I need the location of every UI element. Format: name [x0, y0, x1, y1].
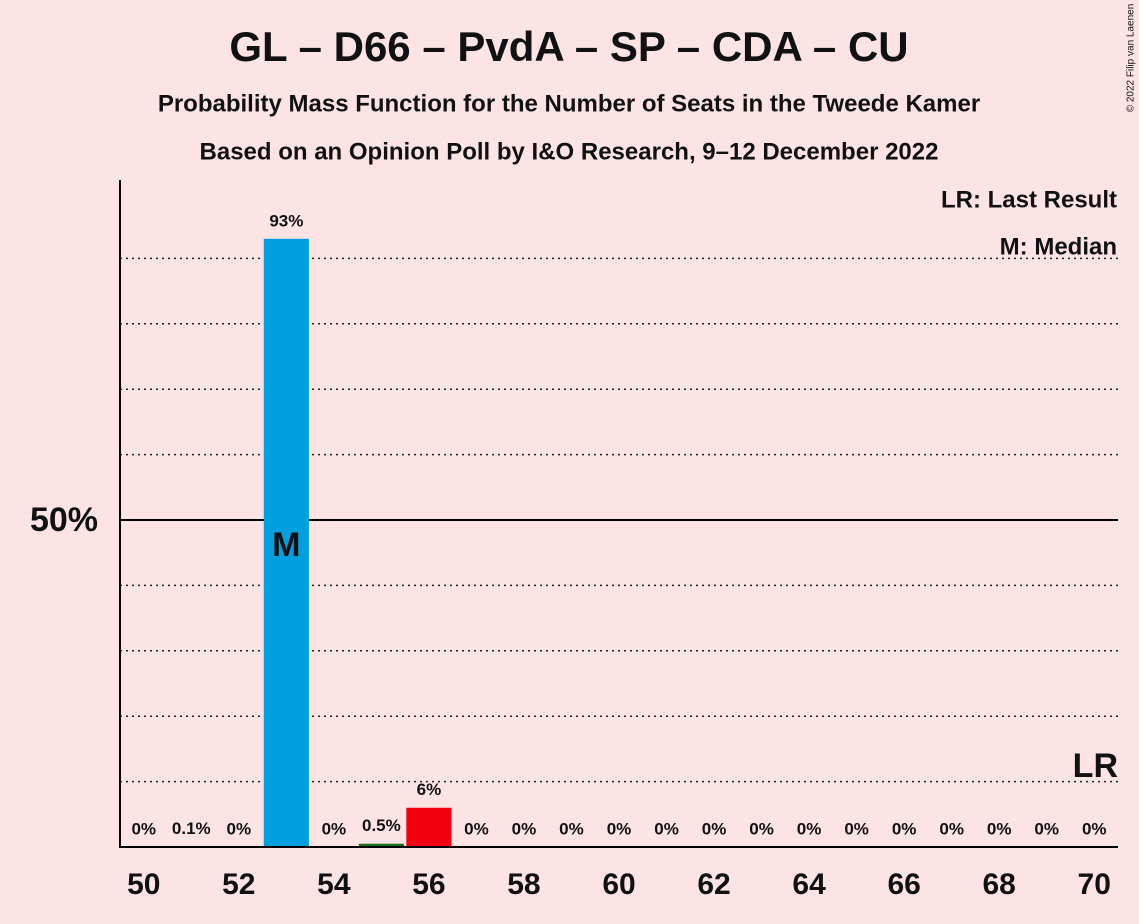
x-tick-label: 58: [507, 868, 540, 901]
x-tick-label: 56: [412, 868, 445, 901]
data-label: 0.5%: [362, 816, 401, 835]
data-label: 0%: [1082, 819, 1107, 838]
x-tick-label: 54: [317, 868, 351, 901]
data-label: 0%: [654, 819, 679, 838]
data-label: 0%: [1034, 819, 1059, 838]
data-label: 0%: [987, 819, 1012, 838]
legend-entry: LR: Last Result: [941, 186, 1117, 213]
bar: [406, 807, 452, 847]
x-tick-label: 70: [1078, 868, 1111, 901]
x-tick-label: 62: [697, 868, 730, 901]
data-label: 0%: [749, 819, 774, 838]
data-label: 93%: [269, 211, 303, 230]
data-label: 0%: [227, 819, 252, 838]
bar: [358, 843, 404, 847]
data-label: 0%: [844, 819, 869, 838]
copyright: © 2022 Filip van Laenen: [1126, 4, 1137, 113]
chart-title: GL – D66 – PvdA – SP – CDA – CU: [229, 23, 908, 70]
x-tick-label: 60: [602, 868, 635, 901]
last-result-marker: LR: [1073, 747, 1118, 785]
x-tick-label: 64: [792, 868, 826, 901]
legend-entry: M: Median: [1000, 233, 1117, 260]
x-tick-label: 52: [222, 868, 255, 901]
x-tick-label: 66: [887, 868, 920, 901]
data-label: 6%: [417, 780, 442, 799]
data-label: 0%: [322, 819, 347, 838]
x-tick-label: 68: [983, 868, 1016, 901]
chart-subtitle: Probability Mass Function for the Number…: [158, 90, 980, 117]
data-label: 0.1%: [172, 819, 211, 838]
data-label: 0%: [797, 819, 822, 838]
data-label: 0%: [512, 819, 537, 838]
x-tick-label: 50: [127, 868, 160, 901]
median-marker: M: [272, 526, 300, 564]
data-label: 0%: [939, 819, 964, 838]
data-label: 0%: [892, 819, 917, 838]
data-label: 0%: [464, 819, 489, 838]
data-label: 0%: [559, 819, 584, 838]
chart-subtitle: Based on an Opinion Poll by I&O Research…: [200, 138, 939, 165]
data-label: 0%: [607, 819, 632, 838]
bar: [263, 238, 309, 847]
data-label: 0%: [702, 819, 727, 838]
y-tick-label: 50%: [30, 501, 98, 539]
data-label: 0%: [131, 819, 156, 838]
